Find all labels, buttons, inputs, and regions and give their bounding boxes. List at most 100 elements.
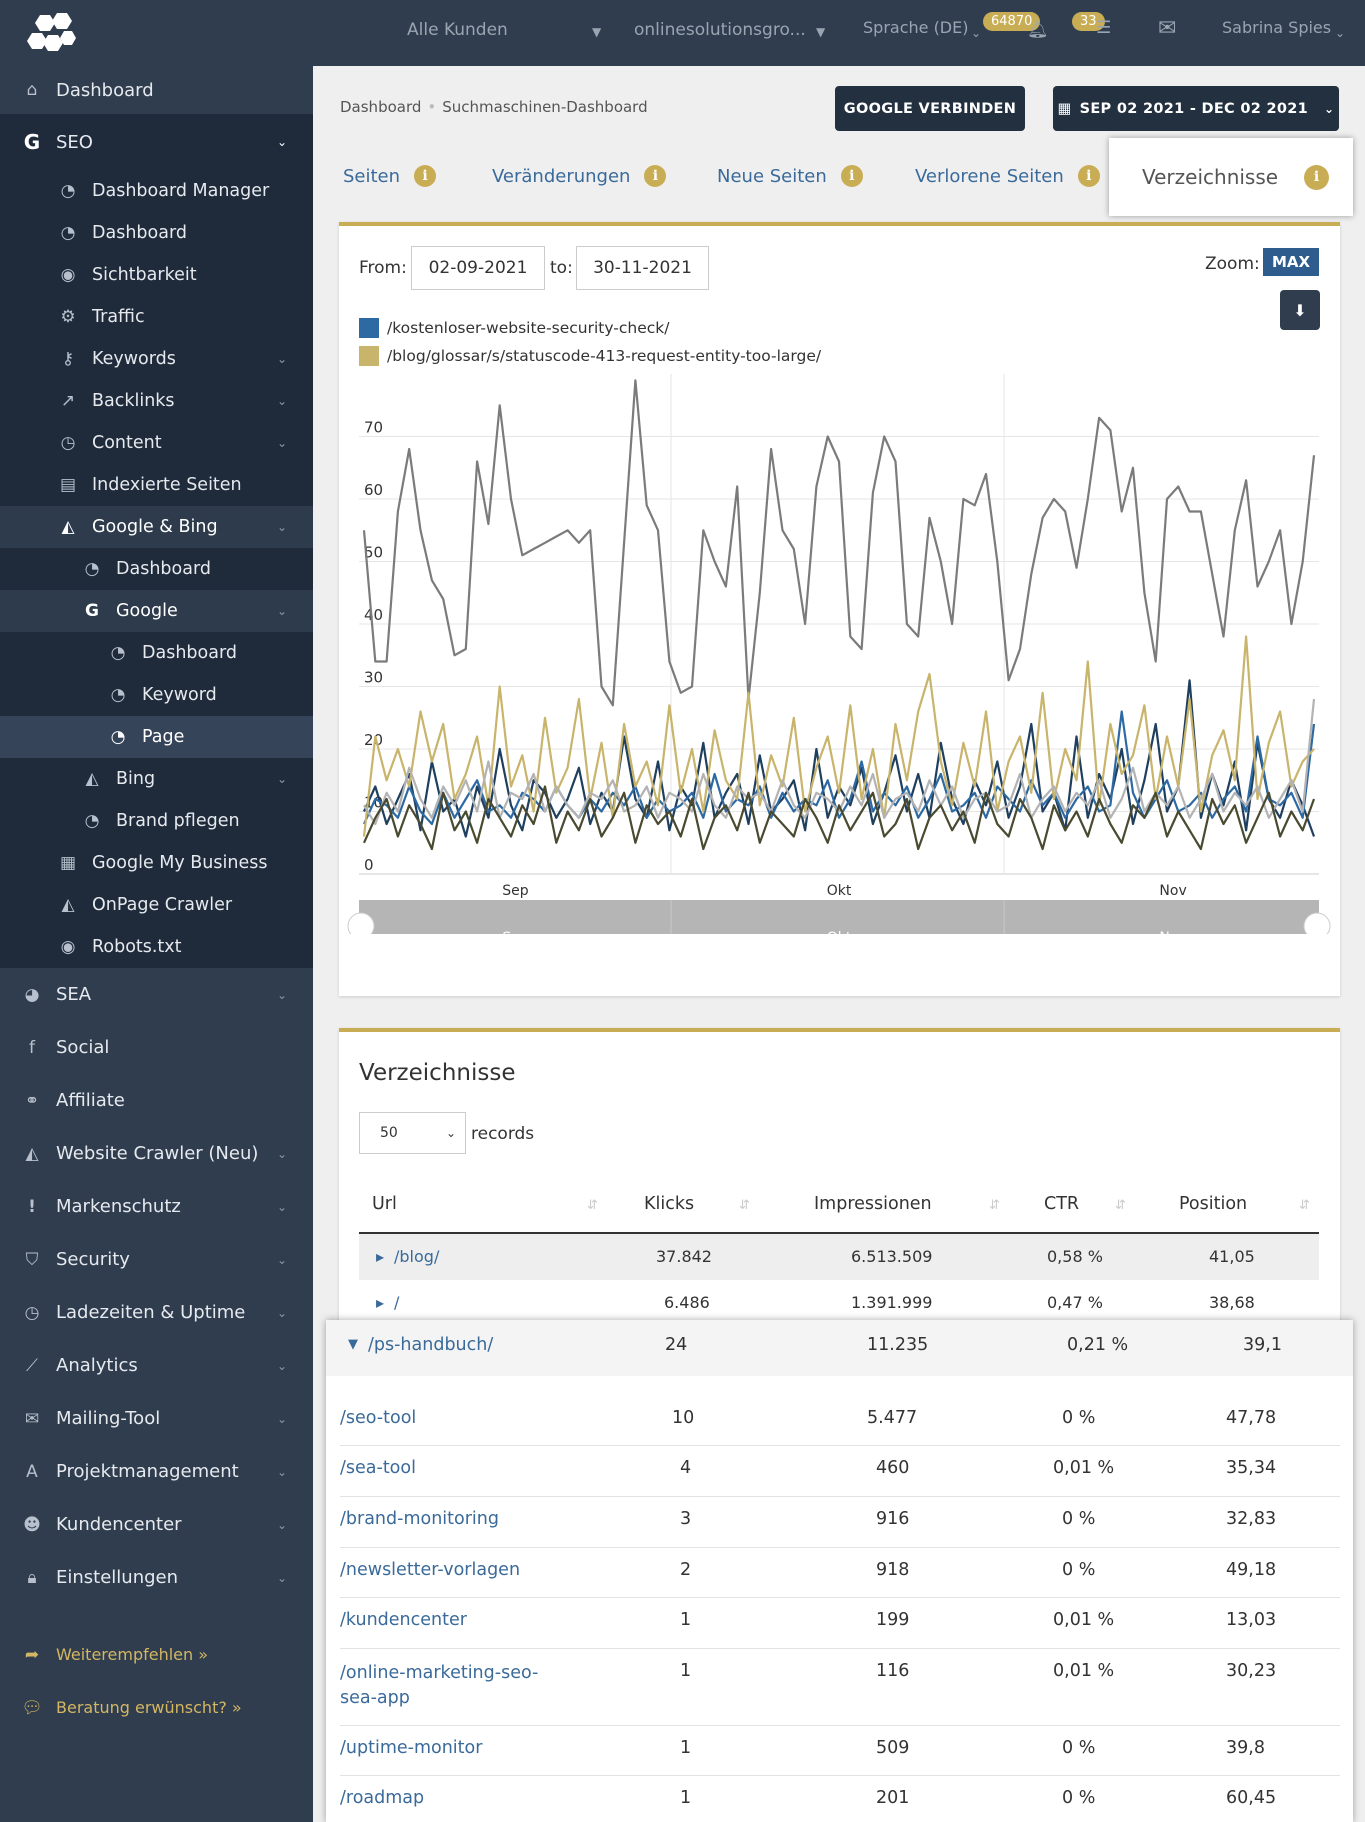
url-link[interactable]: / [394,1293,400,1312]
nav-analytics[interactable]: ⟋ Analytics ⌄ [0,1339,313,1392]
tab-verzeichnisse[interactable]: Verzeichnisse i [1109,138,1353,216]
column-header-ctr[interactable]: CTR [1044,1194,1080,1214]
expand-icon[interactable]: ▸ [376,1247,385,1266]
sort-icon[interactable]: ⇵ [1299,1198,1310,1213]
nav-social[interactable]: f Social [0,1021,313,1074]
sort-icon[interactable]: ⇵ [1115,1198,1126,1213]
nav-traffic[interactable]: ⚙ Traffic [0,296,313,338]
nav-sea[interactable]: ◕ SEA ⌄ [0,968,313,1021]
nav-seo[interactable]: G SEO ⌄ [0,114,313,170]
nav-security[interactable]: ⛉ Security ⌄ [0,1233,313,1286]
url-link[interactable]: /brand-monitoring [340,1509,499,1529]
nav-ladezeiten[interactable]: ◷ Ladezeiten & Uptime ⌄ [0,1286,313,1339]
url-link[interactable]: /ps-handbuch/ [368,1335,494,1355]
column-header-position[interactable]: Position [1179,1194,1248,1214]
google-connect-button[interactable]: GOOGLE VERBINDEN [835,86,1025,131]
tab-neue-seiten[interactable]: Neue Seiten i [717,165,863,187]
breadcrumb-home[interactable]: Dashboard [340,98,422,116]
url-link[interactable]: /kundencenter [340,1610,467,1630]
nav-robots[interactable]: ◉ Robots.txt [0,926,313,968]
language-select[interactable]: Sprache (DE) [863,18,969,37]
envelope-icon[interactable]: ✉ [1158,16,1177,41]
nav-website-crawler[interactable]: ◭ Website Crawler (Neu) ⌄ [0,1127,313,1180]
nav-g-dashboard[interactable]: ◔ Dashboard [0,632,313,674]
nav-google-bing[interactable]: ◭ Google & Bing ⌄ [0,506,313,548]
navigator-handle-right[interactable] [1303,912,1331,934]
nav-affiliate[interactable]: ⚭ Affiliate [0,1074,313,1127]
info-icon[interactable]: i [414,165,437,187]
customer-select[interactable]: Alle Kunden [407,20,508,40]
child-row[interactable]: /uptime-monitor 1 509 0 % 39,8 [340,1726,1340,1776]
zoom-max-button[interactable]: MAX [1263,248,1320,276]
nav-sichtbarkeit[interactable]: ◉ Sichtbarkeit [0,254,313,296]
nav-markenschutz[interactable]: ! Markenschutz ⌄ [0,1180,313,1233]
nav-gb-dashboard[interactable]: ◔ Dashboard [0,548,313,590]
column-header-impressionen[interactable]: Impressionen [814,1194,932,1214]
child-row[interactable]: /kundencenter 1 199 0,01 % 13,03 [340,1598,1340,1649]
table-row-expanded[interactable]: ▼ /ps-handbuch/ 24 11.235 0,21 % 39,1 [326,1320,1353,1376]
child-row[interactable]: /newsletter-vorlagen 2 918 0 % 49,18 [340,1548,1340,1598]
nav-dashboard[interactable]: ⌂ Dashboard [0,66,313,114]
collapse-icon[interactable]: ▼ [348,1337,358,1352]
to-date-input[interactable]: 30-11-2021 [576,246,709,290]
nav-indexierte-seiten[interactable]: ▤ Indexierte Seiten [0,464,313,506]
url-link[interactable]: /roadmap [340,1788,425,1808]
legend-item[interactable]: /kostenloser-website-security-check/ [359,318,669,338]
tab-seiten[interactable]: Seiten i [343,165,437,187]
nav-onpage-crawler[interactable]: ◭ OnPage Crawler [0,884,313,926]
url-link[interactable]: /uptime-monitor [340,1738,483,1758]
legend-item[interactable]: /blog/glossar/s/statuscode-413-request-e… [359,346,821,366]
tab-veraenderungen[interactable]: Veränderungen i [492,165,667,187]
project-select[interactable]: onlinesolutionsgro... [634,20,806,40]
expand-icon[interactable]: ▸ [376,1293,385,1312]
info-icon[interactable]: i [644,165,667,187]
column-header-klicks[interactable]: Klicks [644,1194,695,1214]
nav-backlinks[interactable]: ↗ Backlinks ⌄ [0,380,313,422]
tasks-icon[interactable]: ☰ [1096,18,1112,38]
nav-dashboard-manager[interactable]: ◔ Dashboard Manager [0,170,313,212]
user-menu[interactable]: Sabrina Spies [1222,18,1332,37]
column-header-url[interactable]: Url [372,1194,397,1214]
nav-brand-pflegen[interactable]: ◔ Brand pflegen [0,800,313,842]
line-chart[interactable]: 010203040506070SepOktNovSepOktNov [339,374,1340,934]
url-link[interactable]: /blog/ [394,1247,440,1266]
info-icon[interactable]: i [1077,165,1100,187]
nav-content[interactable]: ◷ Content ⌄ [0,422,313,464]
from-date-input[interactable]: 02-09-2021 [411,246,545,290]
nav-keywords[interactable]: ⚷ Keywords ⌄ [0,338,313,380]
child-row[interactable]: /brand-monitoring 3 916 0 % 32,83 [340,1497,1340,1548]
table-row[interactable]: ▸ / 6.486 1.391.999 0,47 % 38,68 [359,1280,1319,1326]
table-row[interactable]: ▸ /blog/ 37.842 6.513.509 0,58 % 41,05 [359,1234,1319,1280]
info-icon[interactable]: i [840,165,863,187]
nav-google-my-business[interactable]: ▦ Google My Business [0,842,313,884]
sort-icon[interactable]: ⇵ [587,1198,598,1213]
nav-g-page[interactable]: ◔ Page [0,716,313,758]
child-row[interactable]: /sea-tool 4 460 0,01 % 35,34 [340,1446,1340,1497]
page-size-select[interactable]: 50 ⌄ [359,1112,466,1154]
download-icon[interactable]: ⬇ [1280,290,1320,330]
nav-mailing[interactable]: ✉ Mailing-Tool ⌄ [0,1392,313,1445]
url-link[interactable]: /newsletter-vorlagen [340,1560,521,1580]
child-row[interactable]: /roadmap 1 201 0 % 60,45 [340,1776,1340,1822]
bell-icon[interactable]: 🔔︎ [1027,20,1049,40]
nav-bing[interactable]: ◭ Bing ⌄ [0,758,313,800]
url-link[interactable]: /sea-tool [340,1458,416,1478]
brand-logo[interactable] [0,0,313,66]
nav-weiterempfehlen[interactable]: ➦ Weiterempfehlen » [0,1628,313,1681]
tab-verlorene-seiten[interactable]: Verlorene Seiten i [915,165,1100,187]
nav-einstellungen[interactable]: 🔒︎ Einstellungen ⌄ [0,1551,313,1604]
nav-g-keyword[interactable]: ◔ Keyword [0,674,313,716]
sort-icon[interactable]: ⇵ [989,1198,1000,1213]
nav-seo-dashboard[interactable]: ◔ Dashboard [0,212,313,254]
info-icon[interactable]: i [1304,164,1330,190]
child-row[interactable]: /seo-tool 10 5.477 0 % 47,78 [340,1396,1340,1446]
url-link[interactable]: /online-marketing-seo-sea-app [340,1663,539,1708]
nav-projektmanagement[interactable]: A Projektmanagement ⌄ [0,1445,313,1498]
nav-beratung[interactable]: 💬︎ Beratung erwünscht? » [0,1681,313,1734]
url-link[interactable]: /seo-tool [340,1408,417,1428]
child-row[interactable]: /online-marketing-seo-sea-app 1 116 0,01 % 3… [340,1649,1340,1726]
sort-icon[interactable]: ⇵ [739,1198,750,1213]
date-range-button[interactable]: ▦ SEP 02 2021 - DEC 02 2021 ⌄ [1053,86,1339,131]
nav-kundencenter[interactable]: ☻ Kundencenter ⌄ [0,1498,313,1551]
navigator-handle-left[interactable] [347,912,375,934]
